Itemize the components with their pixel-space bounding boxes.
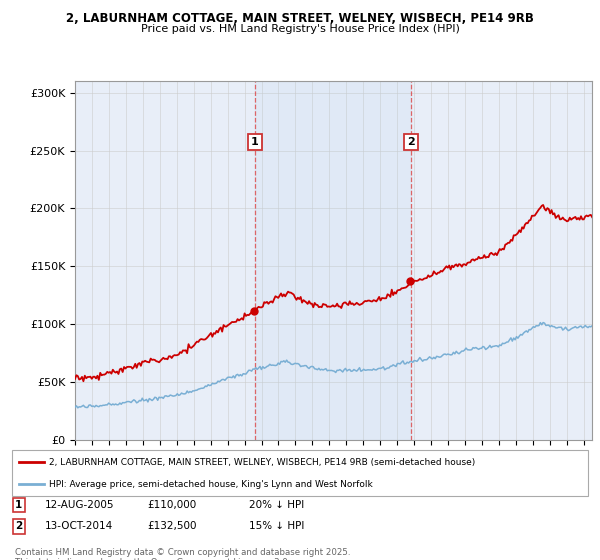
Text: 15% ↓ HPI: 15% ↓ HPI [249,521,304,531]
Text: 2: 2 [15,521,22,531]
Text: 20% ↓ HPI: 20% ↓ HPI [249,500,304,510]
Text: Price paid vs. HM Land Registry's House Price Index (HPI): Price paid vs. HM Land Registry's House … [140,24,460,34]
Text: 1: 1 [15,500,22,510]
Text: 1: 1 [251,137,259,147]
Text: Contains HM Land Registry data © Crown copyright and database right 2025.
This d: Contains HM Land Registry data © Crown c… [15,548,350,560]
Text: £110,000: £110,000 [147,500,196,510]
Text: £132,500: £132,500 [147,521,197,531]
FancyBboxPatch shape [12,450,588,496]
Text: HPI: Average price, semi-detached house, King's Lynn and West Norfolk: HPI: Average price, semi-detached house,… [49,479,373,489]
Text: 12-AUG-2005: 12-AUG-2005 [45,500,115,510]
Text: 13-OCT-2014: 13-OCT-2014 [45,521,113,531]
Text: 2: 2 [407,137,415,147]
Text: 2, LABURNHAM COTTAGE, MAIN STREET, WELNEY, WISBECH, PE14 9RB (semi-detached hous: 2, LABURNHAM COTTAGE, MAIN STREET, WELNE… [49,458,476,466]
Bar [255,81,410,440]
Text: 2, LABURNHAM COTTAGE, MAIN STREET, WELNEY, WISBECH, PE14 9RB: 2, LABURNHAM COTTAGE, MAIN STREET, WELNE… [66,12,534,25]
